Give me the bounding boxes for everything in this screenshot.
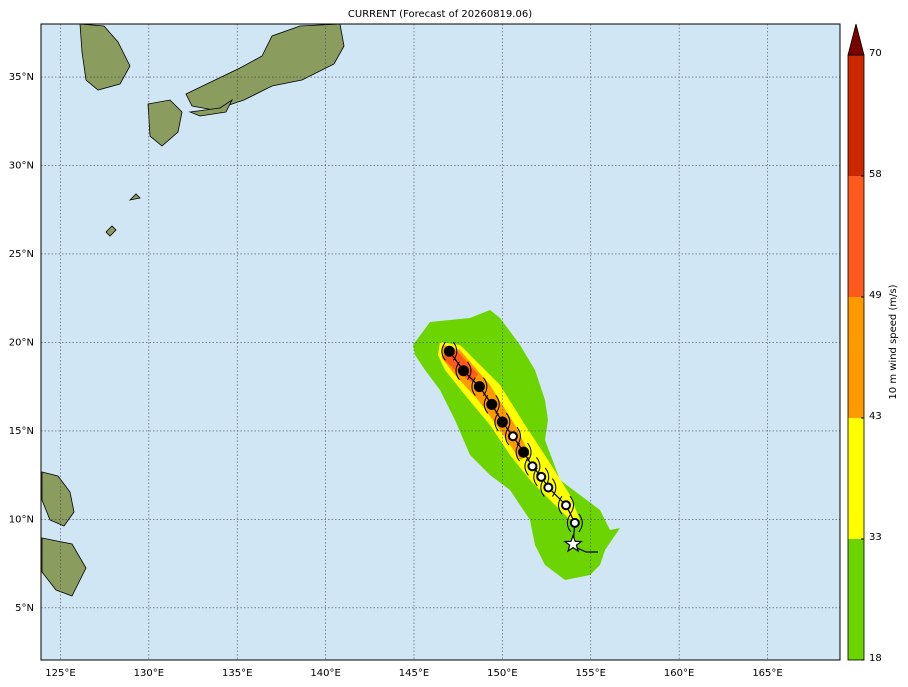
colorbar-label: 58 [869, 169, 882, 180]
colorbar-extension [847, 23, 865, 56]
track-point [496, 416, 508, 428]
storm-symbol [494, 412, 511, 432]
colorbar-label: 70 [869, 48, 882, 59]
colorbar-segment [848, 539, 864, 660]
map-title: CURRENT (Forecast of 20260819.06) [348, 9, 532, 20]
colorbar-label: 18 [869, 653, 882, 664]
colorbar-segment [848, 55, 864, 176]
track-point [543, 482, 554, 493]
track-point [527, 461, 538, 472]
colorbar-segment [848, 418, 864, 539]
storm-symbol [515, 442, 532, 462]
island [128, 193, 141, 201]
colorbar-label: 43 [869, 411, 882, 422]
korea [79, 23, 131, 91]
colorbar-segment [848, 297, 864, 418]
lon-tick-label: 155°E [576, 668, 606, 679]
kyushu [147, 99, 183, 147]
land [41, 23, 345, 597]
lat-tick-label: 30°N [9, 161, 34, 172]
graticule [41, 24, 840, 660]
storm-symbol [524, 456, 541, 476]
lat-tick-label: 20°N [9, 337, 34, 348]
lon-tick-label: 125°E [45, 668, 75, 679]
lon-tick-label: 135°E [222, 668, 252, 679]
storm-symbol [566, 513, 583, 533]
lon-tick-label: 160°E [664, 668, 694, 679]
track-point [457, 365, 469, 377]
colorbar-label: 49 [869, 290, 882, 301]
lat-tick-label: 35°N [9, 72, 34, 83]
colorbar-title: 10 m wind speed (m/s) [888, 284, 899, 399]
storm-symbol [471, 377, 488, 396]
track-point [561, 500, 572, 511]
colorbar-label: 33 [869, 532, 882, 543]
island [105, 225, 117, 237]
colorbar-segment [848, 176, 864, 297]
shikoku [188, 98, 234, 117]
storm-symbol [558, 495, 575, 515]
track-point [518, 446, 530, 458]
storm-symbol [441, 341, 458, 361]
lat-tick-label: 10°N [9, 514, 34, 525]
colorbar-frame [847, 54, 865, 661]
lon-tick-label: 145°E [399, 668, 429, 679]
lon-tick-label: 130°E [134, 668, 164, 679]
track-point [569, 517, 580, 528]
lat-tick-label: 5°N [15, 603, 34, 614]
lon-tick-label: 165°E [752, 668, 782, 679]
luzon [41, 471, 75, 527]
storm-symbol [483, 395, 500, 414]
storm-symbol [455, 361, 472, 381]
track-point [486, 398, 498, 410]
track-point [443, 345, 455, 357]
lon-tick-label: 150°E [487, 668, 517, 679]
track-point [473, 381, 485, 393]
track-point [507, 431, 518, 442]
track-start-star [563, 533, 583, 553]
lon-tick-label: 140°E [310, 668, 340, 679]
map-frame [40, 23, 841, 661]
lat-tick-label: 25°N [9, 249, 34, 260]
mindanao [41, 537, 87, 597]
lat-tick-label: 15°N [9, 426, 34, 437]
track-point [536, 471, 547, 482]
